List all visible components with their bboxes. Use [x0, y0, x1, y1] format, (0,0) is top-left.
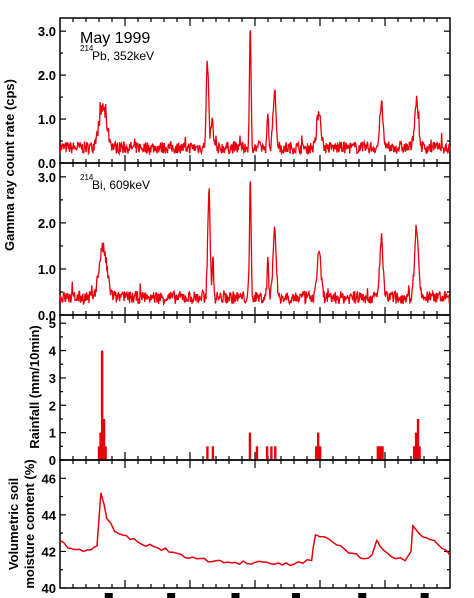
rainfall-bar	[248, 432, 252, 460]
rainfall-bar	[206, 446, 209, 460]
rainfall-bar	[104, 446, 107, 460]
moisture-y-axis-label-line1: Volumetric soil	[6, 478, 21, 570]
rainfall-bar	[100, 350, 104, 460]
rainfall-bar	[379, 446, 383, 460]
panel-bi214-ticks: 0.0 1.0 2.0 3.0	[38, 163, 450, 323]
x-tick-mark	[358, 593, 367, 598]
bi214-isotope-mass: 214	[80, 173, 94, 182]
panel-rainfall: 0 1 2 3 4 5	[49, 314, 451, 468]
bi214-series-line	[59, 181, 451, 306]
gamma-y-axis-label: Gamma ray count rate (cps)	[2, 79, 17, 251]
rainfall-bar	[316, 432, 320, 460]
panel-rainfall-frame	[59, 314, 451, 461]
y-tick-label: 5	[49, 316, 56, 331]
x-axis-ticks	[104, 593, 429, 598]
x-tick-mark	[291, 593, 300, 598]
y-tick-label: 42	[42, 544, 56, 559]
moisture-series-line	[59, 492, 451, 567]
y-tick-label: 4	[49, 344, 57, 359]
y-tick-label: 3.0	[38, 24, 56, 39]
x-tick-mark	[420, 593, 429, 598]
bi214-isotope-label: Bi, 609keV	[92, 178, 150, 192]
pb214-series-line	[59, 30, 451, 157]
y-tick-label: 2.0	[38, 68, 56, 83]
rainfall-bar	[265, 446, 269, 460]
rainfall-bar	[274, 446, 277, 460]
panel-moisture: 40 42 44 46	[42, 459, 451, 596]
panel-moisture-ticks: 40 42 44 46	[42, 460, 450, 596]
rainfall-y-axis-label: Rainfall (mm/10min)	[27, 325, 42, 449]
pb214-isotope-mass: 214	[80, 44, 94, 53]
panel-moisture-frame	[59, 459, 451, 589]
y-tick-label: 3.0	[38, 170, 56, 185]
panel-pb214-ticks: 0.0 1.0 2.0 3.0	[38, 18, 450, 171]
rainfall-bar	[418, 446, 421, 460]
rainfall-bar	[99, 432, 102, 460]
y-tick-label: 40	[42, 581, 56, 596]
x-tick-mark	[104, 593, 113, 598]
rainfall-bar	[102, 418, 106, 460]
panel-bi214: 0.0 1.0 2.0 3.0 214 Bi, 609keV	[38, 162, 451, 323]
panel-pb214: 0.0 1.0 2.0 3.0 May 1999 214 Pb, 352keV	[38, 17, 451, 171]
pb214-isotope-label: Pb, 352keV	[92, 49, 154, 63]
y-tick-label: 46	[42, 471, 56, 486]
rainfall-bar	[378, 446, 381, 460]
rainfall-bar	[412, 446, 416, 460]
y-tick-label: 3	[49, 371, 56, 386]
moisture-y-axis-label-line2: moisture content (%)	[22, 459, 37, 588]
rainfall-bar	[211, 446, 215, 460]
rainfall-bar	[318, 446, 322, 460]
y-tick-label: 0.0	[38, 156, 56, 171]
rainfall-bar	[414, 432, 418, 460]
y-tick-label: 0.0	[38, 308, 56, 323]
y-tick-label: 2.0	[38, 216, 56, 231]
date-label: May 1999	[80, 30, 150, 47]
y-tick-label: 1	[49, 426, 56, 441]
rainfall-bars	[97, 350, 421, 460]
y-tick-label: 2	[49, 398, 56, 413]
x-tick-mark	[167, 593, 176, 598]
rainfall-bar	[255, 446, 259, 460]
rainfall-bar	[376, 446, 380, 460]
rainfall-bar	[381, 446, 384, 460]
rainfall-bar	[315, 446, 318, 460]
y-tick-label: 1.0	[38, 262, 56, 277]
y-tick-label: 1.0	[38, 112, 56, 127]
rainfall-bar	[416, 418, 420, 460]
rainfall-bar	[270, 446, 273, 460]
y-tick-label: 0	[49, 453, 56, 468]
x-tick-mark	[231, 593, 240, 598]
y-tick-label: 44	[42, 508, 57, 523]
rainfall-bar	[97, 446, 101, 460]
